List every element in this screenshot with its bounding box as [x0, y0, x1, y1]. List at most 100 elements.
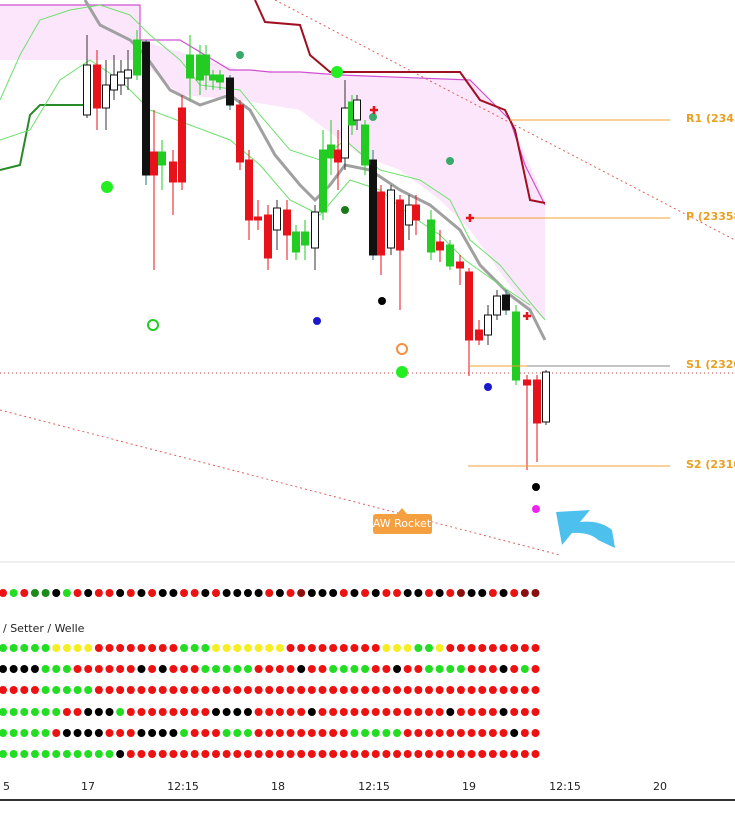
- status-dot: [137, 750, 146, 758]
- status-dot: [275, 750, 284, 758]
- status-dot: [190, 589, 199, 597]
- status-dot: [212, 729, 220, 737]
- candle-body: [436, 241, 444, 251]
- status-dot: [62, 750, 71, 758]
- status-dot: [201, 729, 210, 737]
- status-dot: [510, 644, 519, 652]
- status-dot: [467, 589, 476, 597]
- status-dot: [180, 708, 189, 716]
- status-dot: [84, 708, 93, 716]
- status-dot: [0, 729, 7, 737]
- candle-body: [377, 191, 385, 256]
- status-dot: [62, 589, 71, 597]
- status-dot: [414, 644, 423, 652]
- status-dot: [297, 729, 306, 737]
- status-dot: [382, 729, 391, 737]
- status-dot: [190, 729, 199, 737]
- status-dot: [105, 750, 114, 758]
- status-dot: [137, 665, 146, 673]
- status-dot: [180, 729, 189, 737]
- status-dot: [243, 589, 252, 597]
- status-dot: [414, 708, 423, 716]
- candle-body: [102, 84, 110, 109]
- status-dot: [233, 644, 242, 652]
- candle-body: [475, 329, 483, 341]
- status-dot: [318, 686, 327, 694]
- status-dot: [488, 644, 497, 652]
- status-dot: [435, 708, 444, 716]
- candle-body: [186, 54, 194, 79]
- status-dot: [350, 708, 359, 716]
- status-dot: [265, 729, 274, 737]
- status-dot: [233, 686, 242, 694]
- status-dot: [265, 644, 274, 652]
- candle-body: [226, 77, 234, 106]
- status-dot: [414, 686, 423, 694]
- candle-body: [264, 214, 272, 259]
- status-dot: [361, 750, 370, 758]
- status-dot: [84, 729, 93, 737]
- status-dot: [180, 750, 189, 758]
- cross-marker: [523, 312, 531, 320]
- status-dot: [62, 729, 71, 737]
- status-dot: [137, 686, 146, 694]
- status-dot: [318, 729, 327, 737]
- marker-ring: [147, 319, 159, 331]
- status-dot: [329, 686, 338, 694]
- status-dot: [275, 644, 284, 652]
- status-dot: [254, 644, 263, 652]
- candle-body: [93, 64, 101, 109]
- time-label: 12:15: [358, 780, 390, 793]
- candle-body: [456, 261, 464, 269]
- status-dot: [382, 708, 391, 716]
- status-dot: [20, 589, 29, 597]
- panel-title: / Setter / Welle: [3, 622, 85, 635]
- status-dot: [478, 686, 487, 694]
- status-dot: [467, 729, 476, 737]
- status-dot: [350, 665, 359, 673]
- status-dot: [361, 686, 370, 694]
- status-dot: [201, 665, 210, 673]
- status-dot: [425, 708, 433, 716]
- status-dot: [361, 729, 370, 737]
- status-dot: [94, 589, 103, 597]
- marker-ring: [396, 343, 408, 355]
- status-dot: [148, 644, 157, 652]
- status-dot: [371, 665, 380, 673]
- signal-label: AW Rocket: [373, 517, 432, 530]
- status-dot: [531, 589, 540, 597]
- status-dot: [297, 589, 306, 597]
- status-dot: [30, 729, 39, 737]
- status-dot: [94, 686, 103, 694]
- marker-dot: [101, 181, 113, 193]
- status-dot: [254, 750, 263, 758]
- status-dot: [350, 750, 359, 758]
- status-dot: [190, 665, 199, 673]
- status-dot: [371, 750, 380, 758]
- status-dot: [137, 589, 146, 597]
- status-dot: [382, 589, 391, 597]
- time-label: 20: [653, 780, 667, 793]
- status-dot: [318, 708, 327, 716]
- fast-line: [0, 4, 546, 321]
- status-dot: [265, 686, 274, 694]
- candle-body: [353, 99, 361, 121]
- status-dot: [212, 665, 220, 673]
- status-dot: [20, 708, 29, 716]
- status-dot: [126, 686, 135, 694]
- status-dot: [435, 729, 444, 737]
- status-dot: [371, 729, 380, 737]
- candle-body: [319, 149, 327, 213]
- status-dot: [339, 644, 348, 652]
- status-dot: [41, 686, 50, 694]
- status-dot: [212, 644, 220, 652]
- status-dot: [52, 729, 61, 737]
- candle-body: [150, 151, 158, 176]
- marker-dot: [446, 157, 454, 165]
- marker-dot: [378, 297, 386, 305]
- candle-body: [533, 379, 541, 424]
- status-dot: [446, 708, 455, 716]
- status-dot: [243, 644, 252, 652]
- status-dot: [0, 708, 7, 716]
- hint-arrow: [556, 510, 615, 548]
